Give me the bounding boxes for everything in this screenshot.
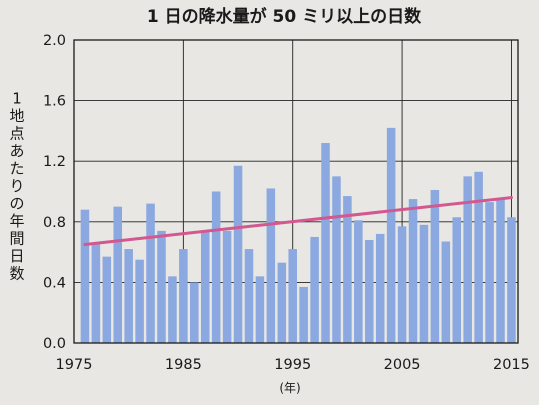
bar [496,199,505,343]
y-tick-label: 1.6 [43,94,66,110]
bar [408,199,418,343]
y-axis-label-text: 1 地点あたりの年間日数 [9,90,24,283]
bar [485,202,494,343]
bar [299,286,308,343]
bar [179,249,188,343]
bar [124,249,133,343]
bar [507,217,516,343]
bar [310,236,319,343]
bar [255,276,265,343]
bar [343,196,352,343]
x-tick-label: 2005 [384,357,421,373]
trend-line [83,196,513,247]
bar [288,249,297,343]
bar [190,282,199,343]
x-axis-label: (年) [279,381,300,395]
bar [354,220,363,343]
bar [277,262,287,343]
bar [168,276,177,343]
bar [233,165,243,343]
bar [146,203,155,343]
y-tick-label: 2.0 [43,33,66,49]
chart-title: 1 日の降水量が 50 ミリ以上の日数 [147,6,422,27]
bar [157,230,166,343]
x-tick-label: 2015 [493,357,530,373]
x-tick-label: 1995 [274,357,311,373]
tick-labels: 0.0 0.4 0.8 1.2 1.6 2.0 1975 1985 1995 2005 2015 [43,33,530,373]
bar [397,226,407,343]
y-tick-label: 1.2 [43,154,66,170]
bar [365,239,374,343]
bar [113,206,123,343]
bar [91,243,101,343]
bar [332,176,341,343]
x-tick-label: 1985 [165,357,202,373]
bar [102,256,112,343]
bar [266,188,276,343]
bar [441,241,451,343]
bar [419,224,429,343]
bar [80,209,90,343]
bar [430,189,440,343]
bar [452,217,462,343]
bar [244,249,254,343]
bar [463,176,472,343]
bar [135,259,144,343]
bar [474,171,483,343]
bar [386,127,396,344]
x-tick-label: 1975 [56,357,93,373]
y-axis-label: 1 地点あたりの年間日数 [9,90,24,283]
bar [321,143,330,343]
bars [80,127,516,344]
bar [375,233,385,343]
bar [200,230,210,343]
plot-border [73,39,519,344]
y-tick-label: 0.0 [43,336,66,352]
bar [222,230,232,343]
y-tick-label: 0.8 [43,215,66,231]
plot-frame [73,39,519,344]
bar [211,191,221,343]
trend-line-group [83,196,513,247]
y-tick-label: 0.4 [43,275,66,291]
